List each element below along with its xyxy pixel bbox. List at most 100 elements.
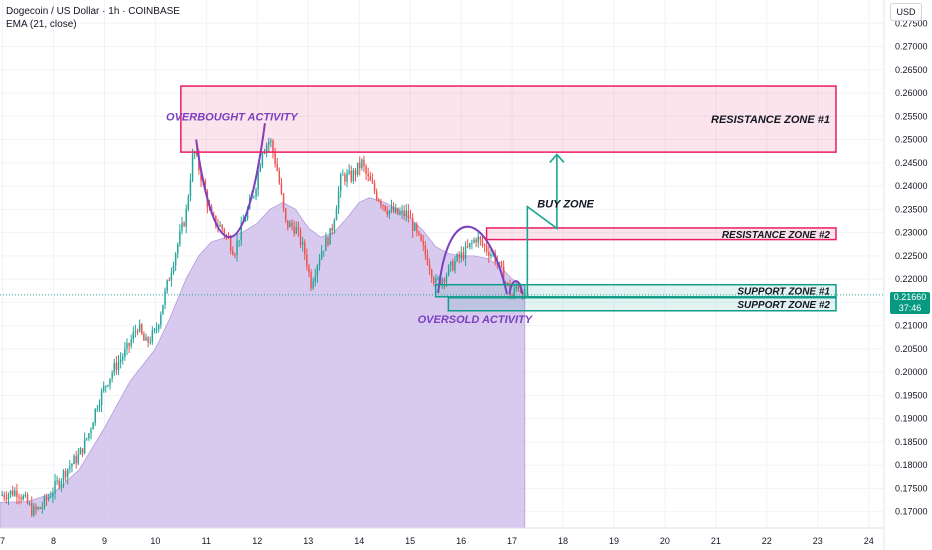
candle-body	[221, 225, 223, 230]
candle-body	[11, 490, 14, 496]
y-tick-label: 0.19500	[895, 390, 928, 400]
oversold-curve	[437, 225, 508, 295]
ema-area	[0, 197, 526, 529]
candle-body	[143, 333, 145, 341]
candle-body	[284, 208, 287, 221]
candle-body	[9, 490, 12, 495]
candle-body	[151, 330, 154, 342]
candle-body	[293, 226, 295, 234]
candle-body	[479, 236, 482, 240]
last-price-badge: 0.21660 37:46	[890, 292, 930, 314]
candle-body	[181, 222, 183, 232]
candle-body	[515, 285, 518, 289]
overbought-curve	[195, 123, 266, 239]
candle-body	[422, 240, 424, 246]
annotation-3: BUY ZONE	[537, 198, 594, 210]
candle-body	[314, 275, 317, 282]
candle-body	[90, 429, 92, 434]
y-tick-label: 0.18500	[895, 437, 928, 447]
candle-body	[456, 254, 458, 261]
candle-body	[308, 266, 310, 273]
y-tick-label: 0.22000	[895, 274, 928, 284]
candle-body	[375, 191, 378, 200]
candle-body	[259, 165, 262, 172]
candle-body	[405, 210, 408, 216]
candle-body	[452, 261, 454, 271]
candle-body	[69, 466, 71, 469]
x-tick-label: 24	[864, 536, 874, 546]
candle-body	[22, 496, 25, 500]
candle-body	[71, 463, 73, 467]
y-tick-label: 0.26000	[895, 88, 928, 98]
candle-body	[282, 193, 285, 209]
candle-body	[66, 468, 69, 478]
buy-arrow-head	[549, 153, 565, 163]
candle-body	[403, 210, 405, 216]
candle-body	[212, 214, 215, 216]
currency-button[interactable]: USD	[890, 3, 922, 21]
candle-body	[356, 162, 359, 175]
candle-body	[265, 144, 268, 152]
candle-body	[128, 343, 130, 346]
candle-body	[384, 205, 386, 211]
candle-body	[471, 242, 473, 244]
bar-countdown: 37:46	[898, 303, 922, 313]
candle-body	[380, 201, 382, 206]
zone-4	[447, 296, 837, 312]
candle-body	[3, 495, 5, 498]
candle-body	[166, 280, 168, 291]
candle-body	[145, 337, 147, 341]
candle-body	[47, 497, 50, 500]
y-tick-label: 0.24500	[895, 158, 928, 168]
candle-body	[35, 506, 37, 509]
candle-body	[291, 222, 293, 227]
candle-body	[162, 304, 164, 315]
candle-body	[339, 174, 342, 192]
candle-body	[126, 343, 128, 349]
candle-body	[24, 494, 27, 497]
candle-body	[134, 331, 137, 333]
candle-body	[236, 240, 238, 255]
candle-body	[88, 433, 90, 439]
candle-body	[16, 490, 18, 497]
candle-body	[464, 246, 467, 259]
candle-body	[172, 265, 175, 273]
candle-body	[401, 210, 403, 213]
candle-body	[483, 244, 486, 247]
y-tick-label: 0.20000	[895, 367, 928, 377]
candle-body	[43, 496, 46, 507]
candle-body	[183, 222, 185, 227]
candle-body	[454, 260, 456, 271]
candle-body	[238, 240, 240, 242]
candle-body	[388, 210, 391, 215]
candle-body	[458, 254, 460, 258]
candle-body	[157, 324, 160, 329]
candle-body	[382, 205, 384, 207]
candle-body	[462, 252, 465, 259]
y-tick-label: 0.25500	[895, 111, 928, 121]
candle-body	[426, 254, 429, 265]
candle-body	[100, 390, 103, 406]
candle-body	[329, 228, 331, 245]
candle-body	[475, 239, 477, 243]
candle-body	[428, 264, 431, 271]
small-curve	[508, 280, 524, 295]
candle-body	[278, 170, 281, 184]
candle-body	[155, 328, 158, 330]
candle-body	[361, 159, 363, 168]
x-tick-label: 22	[762, 536, 772, 546]
y-tick-label: 0.18000	[895, 460, 928, 470]
candle-body	[124, 348, 126, 357]
candle-body	[261, 153, 264, 166]
candle-body	[348, 170, 350, 174]
candle-body	[327, 237, 329, 245]
candle-body	[430, 270, 433, 279]
y-tick-label: 0.23500	[895, 204, 928, 214]
candle-body	[524, 288, 526, 299]
candle-body	[107, 385, 109, 387]
candle-body	[37, 507, 39, 509]
candle-body	[92, 422, 94, 430]
candle-body	[136, 331, 139, 333]
candle-body	[490, 254, 492, 257]
